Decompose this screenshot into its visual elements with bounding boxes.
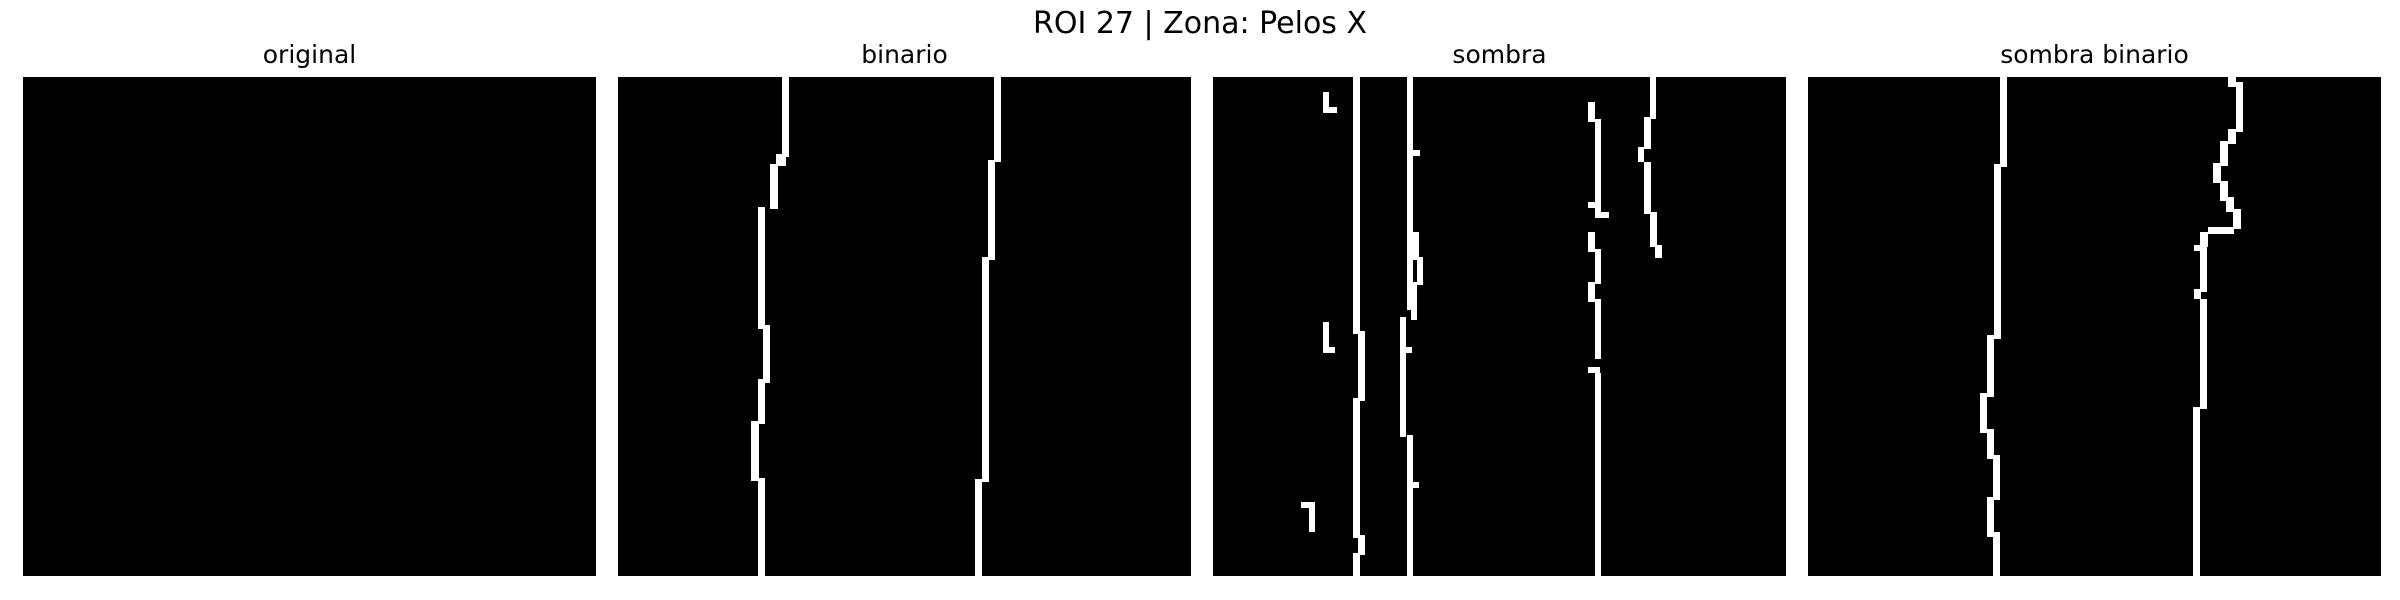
shadow-strand-far-right [1638, 77, 1662, 258]
shadow-specks [1301, 92, 1337, 532]
hair-strand-left [1980, 77, 2007, 576]
hair-strand-right [975, 77, 1001, 576]
image-original [23, 77, 596, 576]
image-binario [618, 77, 1191, 576]
image-background [23, 77, 596, 576]
shadow-strand-middle [1400, 77, 1423, 576]
panel-title-sombra-binario: sombra binario [2000, 40, 2189, 69]
panel-sombra-binario [1808, 77, 2381, 576]
shadow-strand-right [1588, 102, 1609, 576]
panel-original [23, 77, 596, 576]
shadow-edge-line [1353, 77, 1365, 576]
image-sombra [1213, 77, 1786, 576]
panel-title-original: original [262, 40, 357, 69]
figure-title: ROI 27 | Zona: Pelos X [1032, 6, 1368, 41]
panel-title-sombra: sombra [1452, 40, 1547, 69]
panel-binario [618, 77, 1191, 576]
hair-strand-left [751, 77, 789, 576]
panel-sombra [1213, 77, 1786, 576]
panel-title-binario: binario [861, 40, 948, 69]
image-sombra-binario [1808, 77, 2381, 576]
hair-strand-right [2193, 77, 2243, 576]
